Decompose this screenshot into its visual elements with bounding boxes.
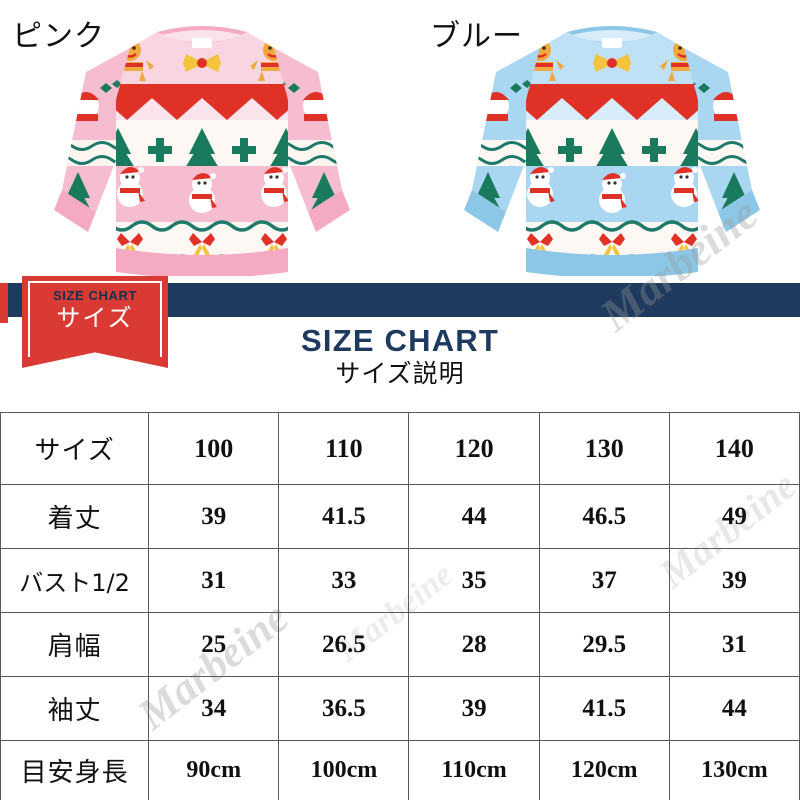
row-value: 28 xyxy=(408,612,540,677)
row-value: 36.5 xyxy=(278,676,410,741)
product-photo-strip: ピンク xyxy=(0,0,800,283)
product-photo-blue: ブルー xyxy=(400,0,800,283)
header-cell-140: 140 xyxy=(668,412,800,485)
pink-christmas-sweater-icon xyxy=(54,26,350,276)
row-label: 目安身長 xyxy=(0,740,150,800)
color-label-pink: ピンク xyxy=(12,19,105,54)
header-cell-size: サイズ xyxy=(0,412,150,485)
row-value: 26.5 xyxy=(278,612,410,677)
row-value: 41.5 xyxy=(538,676,670,741)
ribbon-inner-border: SIZE CHART サイズ xyxy=(28,281,162,357)
row-value: 90cm xyxy=(148,740,280,800)
header-cell-130: 130 xyxy=(538,412,670,485)
row-value: 35 xyxy=(408,548,540,613)
size-chart-table: サイズ 100 110 120 130 140 着丈 39 41.5 44 46… xyxy=(0,412,800,800)
row-label: 着丈 xyxy=(0,484,150,549)
row-value: 110cm xyxy=(408,740,540,800)
row-value: 39 xyxy=(408,676,540,741)
table-row: バスト1/2 31 33 35 37 39 xyxy=(0,548,800,613)
row-value: 39 xyxy=(668,548,800,613)
color-label-blue: ブルー xyxy=(430,19,523,54)
row-value: 130cm xyxy=(668,740,800,800)
row-value: 44 xyxy=(668,676,800,741)
table-row: 着丈 39 41.5 44 46.5 49 xyxy=(0,484,800,549)
table-row: 目安身長 90cm 100cm 110cm 120cm 130cm xyxy=(0,740,800,800)
row-value: 33 xyxy=(278,548,410,613)
chart-title-jp: サイズ説明 xyxy=(335,359,465,389)
row-value: 49 xyxy=(668,484,800,549)
row-label: 肩幅 xyxy=(0,612,150,677)
header-cell-100: 100 xyxy=(148,412,280,485)
row-value: 37 xyxy=(538,548,670,613)
row-value: 29.5 xyxy=(538,612,670,677)
header-cell-110: 110 xyxy=(278,412,410,485)
ribbon-label-jp: サイズ xyxy=(56,304,134,332)
table-row: 袖丈 34 36.5 39 41.5 44 xyxy=(0,676,800,741)
row-label: 袖丈 xyxy=(0,676,150,741)
ribbon-label-en: SIZE CHART xyxy=(53,288,137,303)
row-value: 39 xyxy=(148,484,280,549)
chart-title-en: SIZE CHART xyxy=(301,323,499,358)
row-value: 31 xyxy=(668,612,800,677)
table-row: 肩幅 25 26.5 28 29.5 31 xyxy=(0,612,800,677)
row-value: 41.5 xyxy=(278,484,410,549)
row-value: 34 xyxy=(148,676,280,741)
row-value: 100cm xyxy=(278,740,410,800)
blue-christmas-sweater-icon xyxy=(464,26,760,276)
row-value: 46.5 xyxy=(538,484,670,549)
header-cell-120: 120 xyxy=(408,412,540,485)
table-header-row: サイズ 100 110 120 130 140 xyxy=(0,412,800,485)
size-table-body: サイズ 100 110 120 130 140 着丈 39 41.5 44 46… xyxy=(0,412,800,800)
row-value: 31 xyxy=(148,548,280,613)
product-photo-pink: ピンク xyxy=(0,0,400,283)
ribbon-left-stub xyxy=(0,283,8,323)
row-value: 25 xyxy=(148,612,280,677)
size-chart-heading: SIZE CHART サイズ説明 xyxy=(0,323,800,389)
row-label: バスト1/2 xyxy=(0,548,150,613)
row-value: 44 xyxy=(408,484,540,549)
row-value: 120cm xyxy=(538,740,670,800)
